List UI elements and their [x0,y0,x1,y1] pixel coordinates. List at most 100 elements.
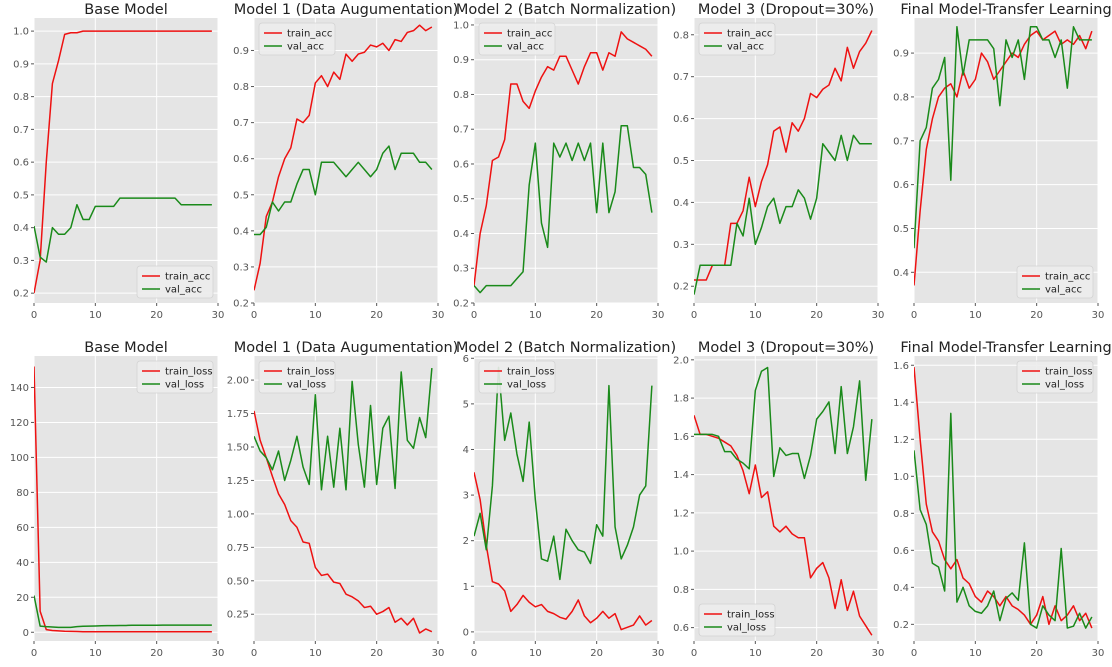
series-line-train-loss [474,472,653,631]
x-tick-label: 30 [872,310,885,321]
legend-label: train_loss [165,367,213,378]
x-tick-label: 0 [251,648,257,659]
y-tick-label: 0.6 [453,159,469,170]
chart-panel-4: Model 3 (Dropout=30%) 0 10 20 30 0.2 0.3 0.4 0.5… [673,2,884,321]
legend-box [258,22,336,56]
x-tick-label: 0 [911,310,917,321]
legend-box [1016,360,1094,394]
y-tick-label: 1.4 [893,398,909,409]
x-tick-label: 30 [432,310,445,321]
y-tick-label: 40 [16,558,29,569]
x-tick-label: 30 [432,648,445,659]
y-tick-label: 0.6 [673,114,689,125]
y-tick-label: 0.4 [893,268,909,279]
series-line-val-loss [914,412,1093,629]
y-tick-label: 0.3 [673,240,689,251]
series-line-val-acc [694,134,872,295]
x-tick-label: 20 [590,310,603,321]
y-tick-label: 0.6 [673,623,689,634]
y-tick-label: 0.7 [893,136,909,147]
y-tick-label: 0.9 [13,59,29,70]
legend: train_acc val_acc [698,22,776,56]
x-tick-label: 0 [691,648,697,659]
y-tick-label: 0.6 [893,546,909,557]
series-line-val-acc [254,145,433,236]
legend-label: train_loss [1045,367,1093,378]
series-line-val-loss [474,366,653,581]
series-line-train-loss [34,366,212,633]
x-tick-label: 0 [31,648,37,659]
legend-label: val_loss [1045,380,1084,391]
legend-label: val_loss [287,380,326,391]
x-tick-label: 0 [471,648,477,659]
chart-panel-1: Base Model 0 10 20 30 0.2 0.3 0.4 0.5 0.6 0.7 0.8 0.… [13,2,224,321]
y-tick-label: 0 [23,628,29,639]
series-line-val-acc [914,26,1092,249]
series-line-train-acc [34,30,212,294]
chart-title: Base Model [84,2,167,18]
x-tick-label: 20 [150,310,163,321]
y-tick-label: 0.8 [453,90,469,101]
legend-label: val_loss [165,380,204,391]
legend: train_loss val_loss [478,360,556,394]
x-tick-label: 20 [1030,648,1043,659]
legend-label: val_loss [727,623,766,634]
legend-label: val_acc [287,42,324,53]
chart-title: Final Model-Transfer Learning [900,340,1111,356]
legend-label: train_acc [1045,272,1090,283]
x-tick-label: 10 [749,648,762,659]
y-tick-label: 0.8 [13,92,29,103]
chart-title: Model 2 (Batch Normalization) [456,340,676,356]
y-tick-label: 0 [463,627,469,638]
legend-label: val_loss [507,380,546,391]
y-tick-label: 1.00 [227,509,249,520]
y-tick-label: 0.7 [673,72,689,83]
series-line-train-acc [474,31,653,286]
x-tick-label: 10 [309,648,322,659]
y-tick-label: 0.7 [233,118,249,129]
y-tick-label: 2.00 [227,376,249,387]
legend-label: train_loss [507,367,555,378]
legend-box [698,22,776,56]
y-tick-label: 0.3 [13,256,29,267]
x-tick-label: 20 [590,648,603,659]
y-tick-label: 0.5 [233,190,249,201]
chart-title: Final Model-Transfer Learning [900,2,1111,18]
y-tick-label: 0.4 [673,198,689,209]
y-tick-label: 0.2 [13,289,29,300]
legend-label: val_acc [165,285,202,296]
legend-label: train_acc [507,29,552,40]
y-tick-label: 1.0 [453,20,469,31]
y-tick-label: 0.2 [233,299,249,310]
legend: train_loss val_loss [698,603,776,637]
legend-box [478,22,556,56]
y-tick-label: 1.75 [227,409,249,420]
series-line-val-loss [694,366,873,482]
legend: train_loss val_loss [1016,360,1094,394]
series-line-val-loss [254,367,433,491]
legend: train_loss val_loss [136,360,214,394]
x-tick-label: 10 [969,648,982,659]
y-tick-label: 0.5 [673,156,689,167]
x-tick-label: 10 [749,310,762,321]
chart-title: Model 2 (Batch Normalization) [456,2,676,18]
legend-label: train_acc [727,29,772,40]
x-tick-label: 30 [212,648,225,659]
plot-area [34,356,218,641]
y-tick-label: 0.6 [233,154,249,165]
legend-box [136,360,214,394]
y-tick-label: 0.5 [453,194,469,205]
y-tick-label: 0.8 [673,30,689,41]
y-tick-label: 1.6 [893,361,909,372]
y-tick-label: 100 [10,453,29,464]
chart-panel-9: Model 3 (Dropout=30%) 0 10 20 30 0.6 0.8 1.0 1.2… [673,340,884,659]
legend: train_acc val_acc [136,265,214,299]
legend-box [136,265,214,299]
chart-panel-3: Model 2 (Batch Normalization) 0 10 20 30 0.2 0… [453,2,676,321]
legend-label: train_loss [727,610,775,621]
plot-area [694,356,878,641]
legend-label: train_acc [165,272,210,283]
series-line-val-loss [34,595,212,629]
plot-area [34,18,218,303]
